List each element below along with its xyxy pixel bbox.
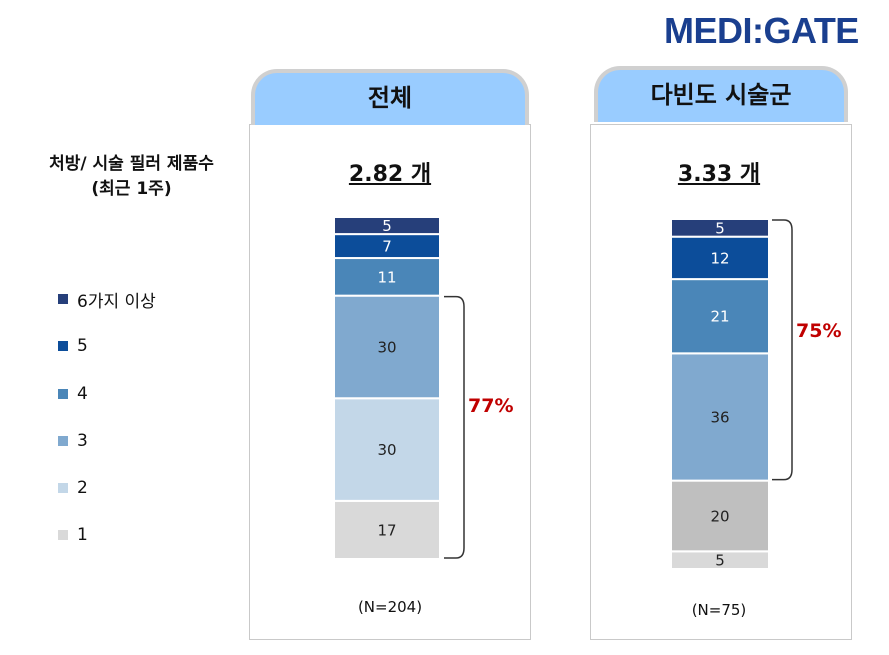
legend-item: 4 bbox=[58, 383, 88, 405]
bar-segment-label: 5 bbox=[715, 552, 725, 570]
legend-label: 2 bbox=[77, 478, 88, 498]
bar-segment-label: 12 bbox=[710, 249, 729, 267]
medigate-logo: MEDI:GATE bbox=[664, 10, 859, 51]
bar-segment-label: 30 bbox=[377, 441, 396, 459]
legend-item: 2 bbox=[58, 477, 88, 499]
bracket-percent-label: 77% bbox=[468, 395, 513, 417]
legend-swatch bbox=[58, 341, 68, 351]
legend-label: 1 bbox=[77, 525, 88, 545]
legend-label: 4 bbox=[77, 384, 88, 404]
legend-label: 3 bbox=[77, 431, 88, 451]
n-label-high-frequency: (N=75) bbox=[691, 601, 747, 619]
legend-label: 6가지 이상 bbox=[77, 291, 156, 312]
legend-item: 3 bbox=[58, 430, 88, 452]
bracket-percent-label: 75% bbox=[796, 320, 841, 342]
bracket bbox=[772, 219, 793, 481]
bar-segment bbox=[670, 235, 770, 281]
bar-segment bbox=[670, 278, 770, 355]
bar-segment bbox=[670, 352, 770, 482]
bar-segment-label: 20 bbox=[710, 507, 729, 525]
legend-swatch bbox=[58, 294, 68, 304]
bar-segment-label: 36 bbox=[710, 408, 729, 426]
bar-segment bbox=[333, 216, 441, 236]
bar-segment-label: 5 bbox=[715, 219, 725, 237]
n-label-total: (N=204) bbox=[357, 598, 423, 616]
bar-segment bbox=[670, 479, 770, 553]
average-high-frequency: 3.33 개 bbox=[677, 162, 761, 187]
bracket bbox=[444, 295, 465, 559]
bar-segment-label: 21 bbox=[710, 308, 729, 326]
bar-segment bbox=[670, 218, 770, 238]
bar-segment-label: 30 bbox=[377, 338, 396, 356]
bar-segment bbox=[333, 397, 441, 502]
row-label-line1: 처방/ 시술 필러 제품수 bbox=[49, 154, 214, 174]
row-label-line2: (최근 1주) bbox=[91, 179, 172, 199]
legend-swatch bbox=[58, 389, 68, 399]
legend-item: 6가지 이상 bbox=[58, 288, 156, 312]
bar-segment bbox=[333, 499, 441, 560]
legend-item: 5 bbox=[58, 335, 88, 357]
bar-segment-label: 17 bbox=[377, 521, 396, 539]
average-total: 2.82 개 bbox=[348, 162, 432, 187]
legend-swatch bbox=[58, 436, 68, 446]
legend-item: 1 bbox=[58, 524, 88, 546]
bar-segment-label: 5 bbox=[382, 217, 392, 235]
bar-segment-label: 11 bbox=[377, 268, 396, 286]
legend-label: 5 bbox=[77, 336, 88, 356]
bar-segment bbox=[333, 257, 441, 297]
legend-swatch bbox=[58, 530, 68, 540]
tab-high-frequency: 다빈도 시술군 bbox=[594, 66, 848, 122]
tab-total: 전체 bbox=[251, 69, 529, 125]
chart-row-label: 처방/ 시술 필러 제품수 (최근 1주) bbox=[24, 152, 239, 202]
legend-swatch bbox=[58, 483, 68, 493]
bar-segment-label: 7 bbox=[382, 238, 392, 256]
